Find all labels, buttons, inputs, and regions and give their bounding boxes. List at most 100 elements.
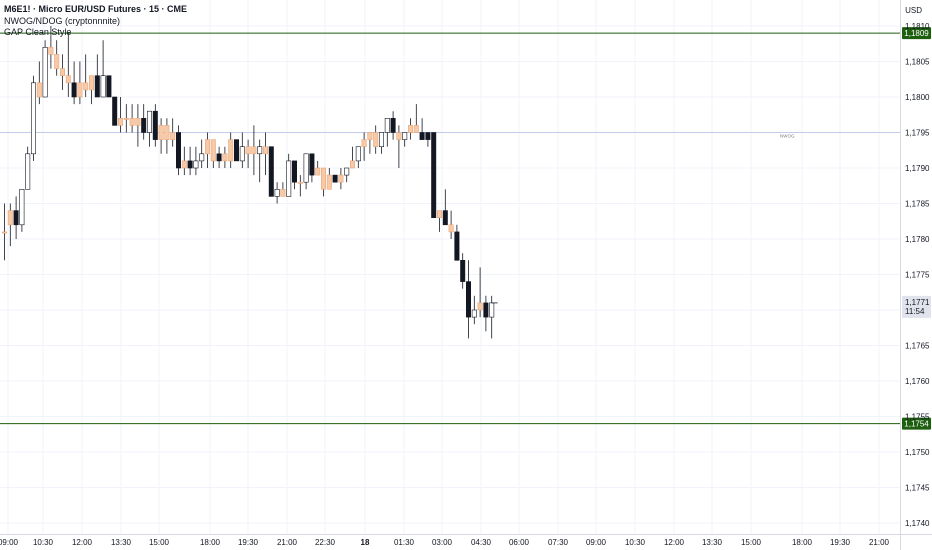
candle: [205, 132, 211, 168]
time-tick-label: 21:00: [277, 538, 298, 547]
candle: [77, 61, 83, 105]
candle-body: [315, 167, 321, 176]
candle: [442, 189, 448, 226]
candle-body: [303, 153, 309, 183]
candle-body: [210, 139, 216, 162]
candle-body: [268, 146, 274, 197]
candle: [297, 175, 303, 197]
candle: [413, 104, 419, 133]
time-tick-label: 15:00: [741, 538, 762, 547]
candle-body: [135, 118, 141, 126]
last-price-countdown: 11:54: [905, 307, 925, 316]
price-tick-label: 1,1750: [905, 448, 930, 457]
candle: [118, 97, 124, 133]
candle-body: [280, 189, 286, 197]
candle-body: [83, 82, 89, 91]
candle: [48, 26, 54, 69]
candle-body: [89, 75, 95, 91]
candle-body: [262, 146, 268, 155]
time-axis: 09:00 10:30 12:00 13:30 15:00 18:00 19:30 21:00…: [0, 538, 890, 547]
candle-body: [332, 174, 338, 183]
candle-body: [326, 174, 332, 190]
candle-body: [286, 160, 292, 197]
candle: [257, 139, 263, 183]
candle: [106, 75, 112, 98]
candle-body: [77, 82, 83, 98]
candle-body: [141, 118, 147, 133]
candle: [100, 40, 106, 98]
candle: [129, 104, 135, 133]
candle-body: [205, 139, 211, 155]
symbol-title[interactable]: M6E1! · Micro EUR/USD Futures · 15 · CME: [4, 4, 188, 14]
candle-body: [94, 75, 100, 98]
candle-body: [471, 309, 477, 318]
indicator-title[interactable]: NWOG/NDOG (cryptonnnite): [4, 15, 121, 26]
candle-body: [42, 46, 48, 98]
candle-body: [71, 82, 77, 98]
candle-body: [419, 132, 425, 140]
time-tick-label: 04:30: [471, 538, 492, 547]
candle: [320, 167, 326, 197]
currency-label[interactable]: USD: [905, 6, 922, 15]
candle: [373, 125, 379, 154]
candle-body: [425, 132, 431, 140]
candle: [384, 118, 390, 147]
candle: [176, 125, 182, 176]
time-tick-label: 13:30: [702, 538, 723, 547]
candle: [170, 118, 176, 147]
candle-body: [448, 224, 454, 233]
time-tick-label: 01:30: [394, 538, 415, 547]
price-tick-label: 1,1760: [905, 377, 930, 386]
candle: [193, 146, 199, 176]
candle-body: [48, 46, 54, 55]
candle: [187, 146, 193, 176]
candle: [355, 146, 361, 168]
candle: [268, 146, 274, 197]
price-tick-label: 1,1810: [905, 22, 930, 31]
candle: [89, 75, 95, 105]
candle: [419, 118, 425, 140]
candle-body: [402, 132, 408, 140]
candle-body: [158, 125, 164, 140]
candle-body: [338, 174, 344, 183]
candle: [251, 125, 257, 176]
candle-body: [193, 160, 199, 169]
candle: [222, 146, 228, 168]
candle-body: [7, 210, 13, 226]
candle-body: [460, 259, 466, 282]
gap-level-badge: [902, 27, 931, 40]
price-tick-label: 1,1795: [905, 129, 930, 138]
candle-body: [1, 231, 8, 234]
price-axis: 1,1740 1,1745 1,1750 1,1755 1,1760 1,1765 1,17…: [905, 22, 930, 528]
candle-body: [407, 125, 413, 133]
candle: [13, 196, 19, 239]
candle: [7, 203, 13, 247]
candle-body: [309, 153, 315, 176]
candle: [147, 110, 153, 147]
candle: [42, 40, 48, 98]
candle-body: [19, 189, 25, 226]
ndog-level-label: NWOG: [780, 134, 795, 139]
candle-body: [147, 110, 153, 133]
candle: [228, 132, 234, 168]
candle: [112, 96, 118, 126]
time-tick-label: 18:00: [200, 538, 221, 547]
candle: [245, 139, 251, 168]
candle: [1, 203, 8, 261]
indicator-style-title[interactable]: GAP Clean Style: [4, 27, 72, 37]
candle: [181, 146, 187, 176]
candle-body: [59, 68, 65, 76]
candle-body: [431, 132, 437, 218]
price-tick-label: 1,1740: [905, 519, 930, 528]
candle-body: [442, 210, 448, 226]
candle-body: [216, 153, 222, 162]
candle-body: [187, 160, 193, 169]
candle-body: [65, 75, 71, 84]
candle-body: [436, 210, 442, 219]
candle-body: [489, 302, 495, 318]
gap-level-badge: [902, 417, 931, 430]
candle: [216, 146, 222, 168]
price-tick-label: 1,1800: [905, 93, 930, 102]
candle-body: [199, 153, 205, 162]
